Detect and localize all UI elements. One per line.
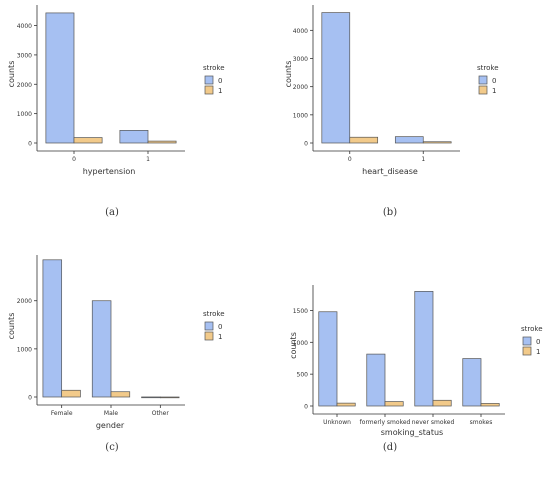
bar-female-series-1 <box>61 389 81 398</box>
y-tick-label: 3000 <box>293 56 308 63</box>
y-tick-label: 500 <box>297 372 309 379</box>
y-tick-label: 0 <box>28 395 32 402</box>
x-tick-label: 0 <box>72 156 76 163</box>
legend-title: stroke <box>521 325 543 333</box>
legend-swatch-1 <box>204 331 214 341</box>
x-tick-label: Unknown <box>323 419 351 426</box>
legend-label-0: 0 <box>218 323 222 331</box>
legend-label-1: 1 <box>218 333 222 341</box>
bar-formerly-smoked-series-0 <box>366 353 386 407</box>
y-tick-label: 0 <box>304 404 308 411</box>
legend-swatch-1 <box>522 346 532 356</box>
y-tick-label: 1000 <box>17 111 32 118</box>
y-tick-label: 0 <box>28 141 32 148</box>
x-tick-label: Other <box>152 410 170 417</box>
x-tick-label: formerly smoked <box>360 419 411 426</box>
legend-swatch-0 <box>522 336 532 346</box>
legend: stroke 0 1 <box>521 325 543 356</box>
legend-swatch-0 <box>204 75 214 85</box>
bar-smokes-series-0 <box>462 358 482 407</box>
legend-title: stroke <box>203 310 225 318</box>
x-axis-title: smoking_status <box>381 428 443 437</box>
y-axis-title: counts <box>284 61 293 88</box>
bar-never-smoked-series-0 <box>414 291 434 407</box>
y-tick-label: 0 <box>304 141 308 148</box>
bar-1-series-0 <box>119 130 149 144</box>
legend: stroke 0 1 <box>203 310 225 341</box>
bar-other-series-0 <box>141 396 161 399</box>
x-tick-label: 0 <box>348 156 352 163</box>
bar-unknown-series-0 <box>318 311 338 407</box>
x-tick-label: Female <box>51 410 73 417</box>
bar-never-smoked-series-1 <box>432 399 452 407</box>
chart-panel-d: 0 500 1000 1500 Unknown formerly smoked never … <box>289 285 543 453</box>
y-tick-label: 1000 <box>293 112 308 119</box>
panel-caption: (c) <box>105 442 119 453</box>
bar-0-series-0 <box>321 12 351 144</box>
x-tick-label: 1 <box>421 156 425 163</box>
x-tick-label: never smoked <box>412 419 455 426</box>
legend-label-1: 1 <box>492 87 496 95</box>
y-tick-label: 4000 <box>17 23 32 30</box>
legend-label-1: 1 <box>536 348 540 356</box>
chart-panel-a: 0 1000 2000 3000 4000 0 1 hypertension counts str… <box>7 5 225 218</box>
legend: stroke 0 1 <box>477 64 499 95</box>
bar-formerly-smoked-series-1 <box>384 401 404 407</box>
panel-caption: (d) <box>383 442 397 453</box>
legend-label-1: 1 <box>218 87 222 95</box>
y-tick-label: 3000 <box>17 52 32 59</box>
panel-caption: (b) <box>383 207 397 218</box>
bar-1-series-1 <box>422 141 452 144</box>
x-tick-label: smokes <box>470 419 493 426</box>
y-tick-label: 1500 <box>293 308 308 315</box>
y-axis-title: counts <box>289 332 298 359</box>
legend-title: stroke <box>477 64 499 72</box>
x-axis-title: hypertension <box>83 167 136 176</box>
x-axis-title: gender <box>96 421 125 430</box>
x-tick-label: Male <box>104 410 119 417</box>
bar-1-series-1 <box>147 140 177 144</box>
bar-male-series-0 <box>91 300 112 398</box>
bar-smokes-series-1 <box>480 403 500 407</box>
y-axis-title: counts <box>7 61 16 88</box>
legend-label-0: 0 <box>536 338 540 346</box>
bar-1-series-0 <box>394 136 424 144</box>
bar-female-series-0 <box>42 259 63 398</box>
y-tick-label: 4000 <box>293 28 308 35</box>
legend-label-0: 0 <box>492 77 496 85</box>
y-tick-label: 1000 <box>17 346 32 353</box>
y-axis-title: counts <box>7 313 16 340</box>
bar-0-series-1 <box>73 137 103 144</box>
legend: stroke 0 1 <box>203 64 225 95</box>
bar-other-series-1 <box>159 396 180 399</box>
y-tick-label: 2000 <box>293 84 308 91</box>
x-axis-title: heart_disease <box>362 167 418 176</box>
x-tick-label: 1 <box>146 156 150 163</box>
legend-swatch-1 <box>478 85 488 95</box>
legend-label-0: 0 <box>218 77 222 85</box>
legend-swatch-0 <box>204 321 214 331</box>
legend-title: stroke <box>203 64 225 72</box>
bar-male-series-1 <box>110 391 131 398</box>
bar-0-series-1 <box>349 136 379 144</box>
panel-caption: (a) <box>105 207 119 218</box>
y-tick-label: 1000 <box>293 340 308 347</box>
y-tick-label: 2000 <box>17 82 32 89</box>
y-tick-label: 2000 <box>17 298 32 305</box>
legend-swatch-1 <box>204 85 214 95</box>
bar-0-series-0 <box>45 12 75 144</box>
chart-panel-c: 0 1000 2000 Female Male Other gender counts stro… <box>7 255 225 453</box>
bar-unknown-series-1 <box>336 402 356 407</box>
legend-swatch-0 <box>478 75 488 85</box>
